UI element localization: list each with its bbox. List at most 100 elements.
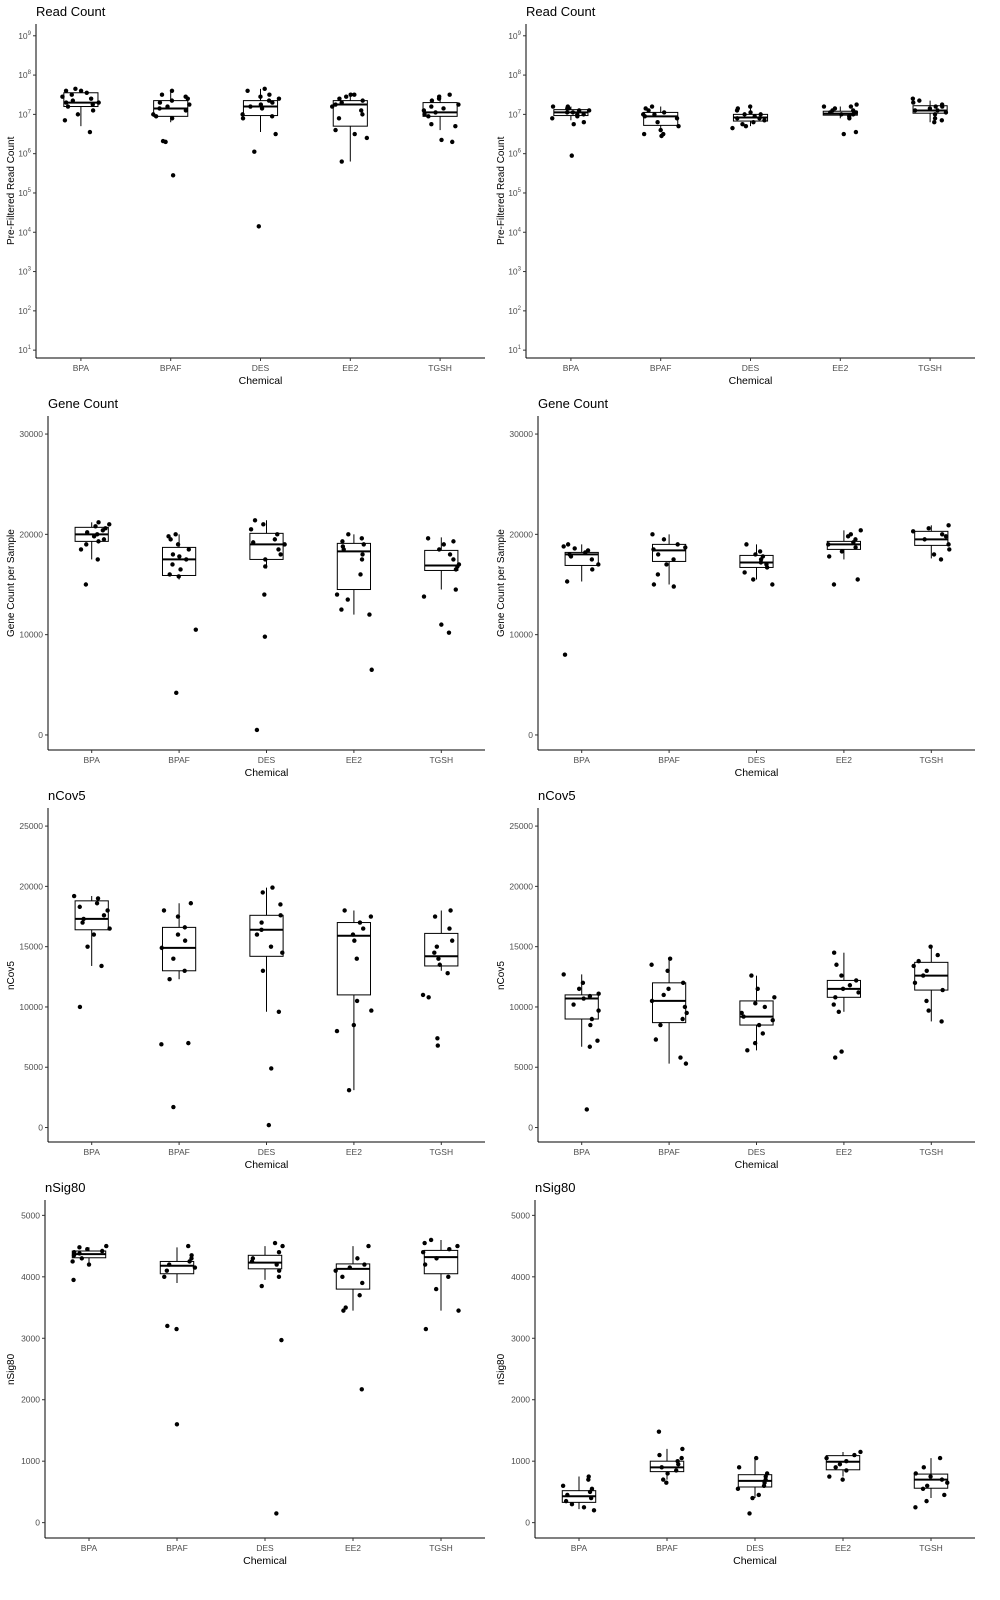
- data-point: [428, 1237, 434, 1243]
- data-point: [85, 1246, 90, 1252]
- data-point: [262, 86, 267, 92]
- boxplot-tgsh: [910, 96, 949, 125]
- data-point: [834, 962, 839, 967]
- data-point: [274, 1511, 279, 1516]
- data-point: [278, 913, 283, 918]
- x-tick-label: TGSH: [429, 1543, 453, 1553]
- data-point: [273, 131, 278, 137]
- data-point: [651, 547, 656, 552]
- boxplot-des: [240, 86, 282, 229]
- data-point: [564, 110, 570, 115]
- x-axis-label: Chemical: [734, 1159, 779, 1171]
- data-point: [455, 1243, 460, 1249]
- data-point: [79, 1256, 85, 1261]
- y-tick-label: 5000: [511, 1210, 530, 1220]
- data-point: [589, 1016, 595, 1022]
- data-point: [162, 1274, 167, 1280]
- data-point: [580, 980, 586, 986]
- data-point: [826, 542, 831, 547]
- data-point: [565, 542, 571, 547]
- data-point: [267, 92, 272, 97]
- data-point: [758, 112, 763, 117]
- data-point: [339, 607, 344, 612]
- data-point: [665, 1471, 670, 1476]
- data-point: [151, 112, 156, 117]
- y-tick-label: 106: [508, 149, 521, 159]
- data-point: [94, 901, 100, 906]
- boxplot-bpa: [550, 104, 592, 158]
- x-tick-label: BPA: [563, 363, 580, 373]
- chart-title: Gene Count: [538, 396, 609, 411]
- data-point: [831, 1002, 836, 1007]
- data-point: [71, 893, 77, 899]
- data-point: [446, 630, 452, 635]
- data-point: [182, 925, 188, 930]
- data-point: [760, 1031, 766, 1036]
- data-point: [278, 902, 283, 907]
- y-tick-label: 0: [35, 1518, 40, 1528]
- data-point: [855, 577, 860, 582]
- x-tick-label: BPA: [81, 1543, 98, 1553]
- data-point: [550, 104, 556, 109]
- x-axis-label: Chemical: [243, 1555, 287, 1567]
- x-tick-label: EE2: [836, 755, 852, 765]
- data-point: [749, 973, 754, 978]
- data-point: [754, 1455, 759, 1461]
- chart-panel-p1: Read Count Pre-Filtered Read Count Chemica…: [0, 0, 495, 392]
- data-point: [932, 116, 938, 121]
- y-tick-label: 104: [508, 227, 521, 237]
- data-point: [167, 572, 172, 577]
- boxplot-ee2: [821, 102, 859, 137]
- data-point: [735, 116, 740, 121]
- y-tick-label: 105: [508, 188, 521, 198]
- data-point: [93, 524, 98, 529]
- data-point: [924, 998, 929, 1004]
- data-point: [274, 1262, 279, 1267]
- data-point: [752, 114, 757, 119]
- data-point: [679, 1455, 684, 1461]
- data-point: [364, 135, 370, 141]
- y-tick-label: 10000: [509, 1002, 533, 1012]
- data-point: [167, 1262, 172, 1267]
- data-point: [441, 106, 446, 111]
- data-point: [840, 1477, 845, 1482]
- chart-title: Read Count: [526, 4, 596, 19]
- y-tick-label: 109: [508, 31, 521, 41]
- y-tick-label: 5000: [24, 1062, 43, 1072]
- data-point: [922, 537, 927, 542]
- data-point: [270, 885, 275, 890]
- data-point: [189, 1253, 194, 1258]
- data-point: [170, 173, 176, 178]
- y-tick-label: 4000: [511, 1272, 530, 1282]
- x-axis-label: Chemical: [244, 1159, 289, 1171]
- data-point: [576, 108, 582, 113]
- data-point: [652, 112, 657, 117]
- data-point: [282, 542, 287, 547]
- data-point: [671, 557, 676, 562]
- x-tick-label: EE2: [835, 1543, 851, 1553]
- boxplot-des: [247, 1240, 285, 1516]
- data-point: [913, 1505, 918, 1510]
- data-point: [254, 932, 260, 937]
- data-point: [354, 998, 360, 1004]
- data-point: [586, 108, 592, 113]
- x-tick-label: EE2: [346, 755, 362, 765]
- y-tick-label: 20000: [509, 529, 533, 539]
- data-point: [280, 950, 285, 955]
- boxplot-tgsh: [420, 908, 459, 1048]
- data-point: [333, 102, 338, 107]
- data-point: [596, 991, 601, 996]
- data-point: [421, 108, 427, 113]
- data-point: [924, 1483, 930, 1488]
- data-point: [175, 914, 181, 919]
- data-point: [735, 106, 741, 111]
- y-tick-label: 2000: [511, 1395, 530, 1405]
- data-point: [674, 1468, 679, 1473]
- data-point: [939, 1477, 945, 1482]
- data-point: [355, 1256, 360, 1261]
- data-point: [665, 968, 670, 973]
- y-tick-label: 15000: [19, 942, 43, 952]
- data-point: [911, 100, 916, 105]
- data-point: [339, 100, 344, 105]
- data-point: [359, 108, 364, 113]
